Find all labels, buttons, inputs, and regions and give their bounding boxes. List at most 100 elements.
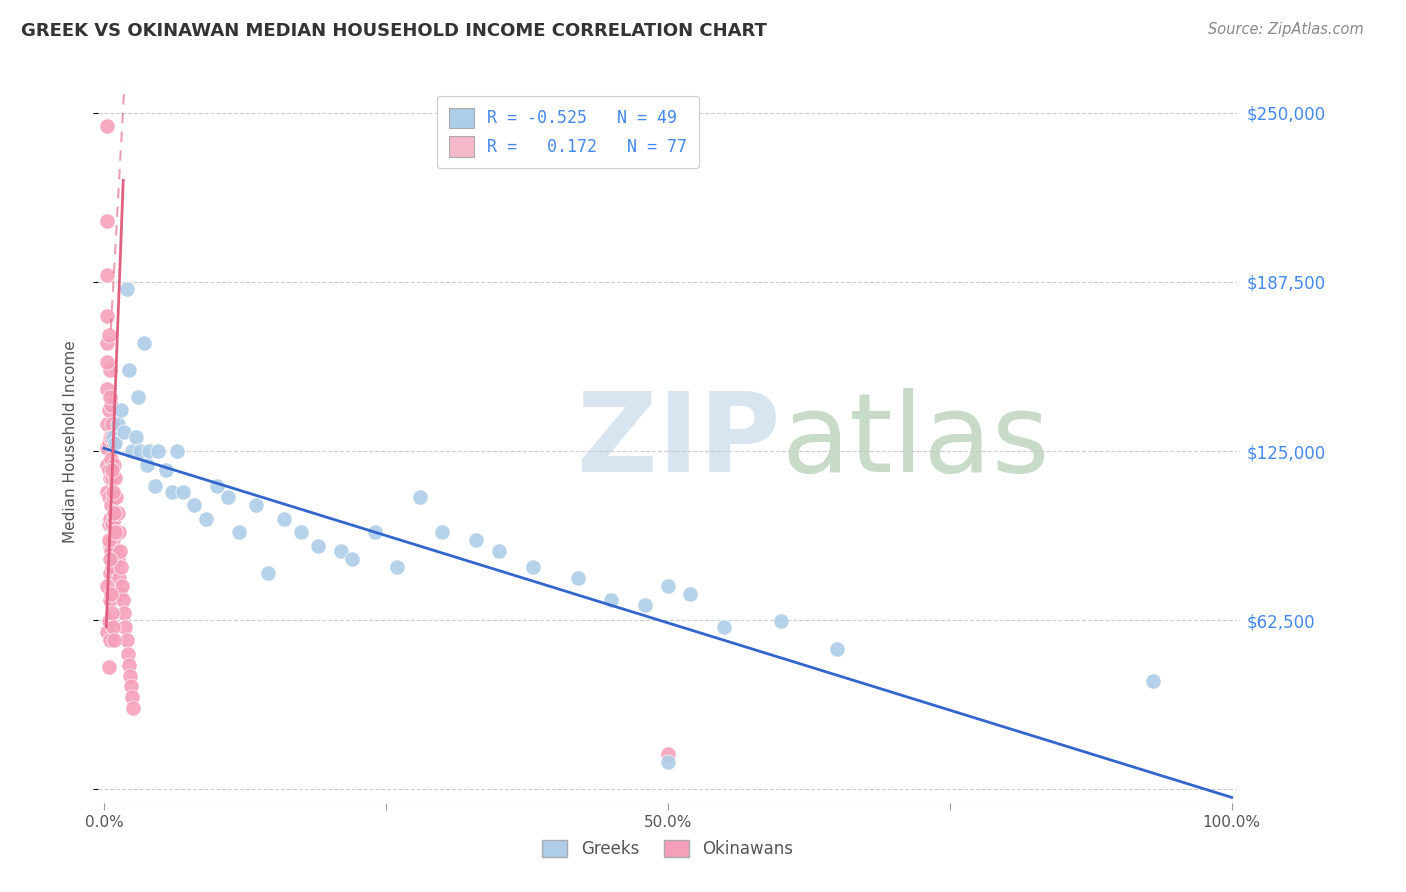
Point (256, 566, 278, 580)
Point (100, 544, 122, 558)
Point (205, 479, 228, 493)
Point (124, 430, 146, 444)
Point (96, 458, 118, 472)
Point (103, 506, 125, 520)
Text: atlas: atlas (782, 388, 1050, 495)
Point (100, 452, 122, 467)
Point (135, 458, 157, 472)
Point (160, 484, 183, 499)
Point (769, 615, 792, 629)
Point (96, 442, 118, 456)
Point (103, 458, 125, 472)
Point (114, 620, 136, 634)
Point (409, 490, 432, 504)
Point (96, 309, 118, 323)
Point (104, 436, 127, 450)
Point (110, 403, 132, 417)
Point (96, 382, 118, 396)
Point (108, 544, 131, 558)
Point (228, 525, 250, 540)
Point (96, 355, 118, 369)
Point (98, 633, 121, 648)
Point (97, 403, 120, 417)
Point (100, 587, 122, 601)
Point (245, 498, 267, 512)
Point (148, 444, 170, 458)
Point (118, 668, 141, 682)
Point (98, 471, 121, 485)
Point (120, 680, 142, 694)
Point (96, 579, 118, 593)
Point (122, 701, 145, 715)
Point (118, 657, 141, 672)
Point (97, 615, 120, 629)
Point (96, 417, 118, 431)
Point (101, 607, 124, 621)
Point (98, 430, 121, 444)
Point (107, 552, 129, 566)
Point (101, 484, 124, 499)
Point (1142, 673, 1164, 688)
Point (101, 430, 124, 444)
Point (96, 484, 118, 499)
Point (104, 525, 127, 540)
Point (657, 755, 679, 769)
Point (98, 552, 121, 566)
Point (100, 398, 122, 412)
Point (103, 511, 125, 525)
Point (183, 498, 205, 512)
Point (329, 544, 352, 558)
Point (363, 525, 385, 540)
Point (107, 506, 129, 520)
Point (194, 511, 217, 525)
Point (107, 525, 129, 540)
Point (97, 327, 120, 342)
Y-axis label: Median Household Income: Median Household Income (63, 340, 77, 543)
Point (112, 592, 135, 607)
Point (713, 620, 735, 634)
Point (107, 417, 129, 431)
Point (101, 490, 124, 504)
Point (101, 517, 124, 532)
Point (98, 363, 121, 377)
Text: Source: ZipAtlas.com: Source: ZipAtlas.com (1208, 22, 1364, 37)
Point (112, 425, 135, 439)
Point (127, 390, 149, 404)
Point (138, 444, 160, 458)
Point (679, 587, 702, 601)
Legend: Greeks, Okinawans: Greeks, Okinawans (534, 832, 801, 867)
Point (129, 444, 152, 458)
Point (387, 560, 409, 574)
Point (101, 463, 124, 477)
Point (97, 490, 120, 504)
Point (100, 498, 122, 512)
Point (121, 444, 143, 458)
Point (118, 363, 141, 377)
Point (825, 641, 848, 656)
Point (100, 430, 122, 444)
Point (121, 690, 143, 705)
Point (101, 560, 124, 574)
Point (101, 417, 124, 431)
Point (101, 471, 124, 485)
Point (97, 533, 120, 548)
Point (522, 560, 544, 574)
Point (155, 463, 177, 477)
Point (96, 625, 118, 640)
Point (97, 517, 120, 532)
Point (111, 579, 134, 593)
Point (465, 533, 488, 548)
Point (97, 660, 120, 674)
Point (217, 490, 239, 504)
Point (107, 571, 129, 585)
Point (103, 633, 125, 648)
Point (657, 579, 679, 593)
Point (98, 539, 121, 553)
Point (567, 571, 589, 585)
Point (101, 436, 124, 450)
Point (132, 335, 155, 350)
Point (307, 539, 329, 553)
Point (488, 544, 510, 558)
Point (115, 282, 138, 296)
Point (105, 490, 128, 504)
